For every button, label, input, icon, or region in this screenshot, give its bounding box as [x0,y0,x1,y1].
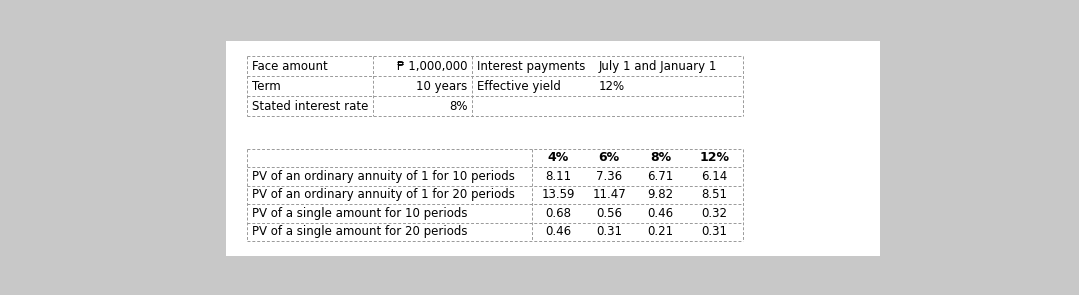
Text: 0.32: 0.32 [701,207,727,220]
Text: Face amount: Face amount [251,60,328,73]
Text: Term: Term [251,80,281,93]
Text: 8%: 8% [650,151,671,164]
Text: PV of an ordinary annuity of 1 for 10 periods: PV of an ordinary annuity of 1 for 10 pe… [251,170,515,183]
Text: 12%: 12% [599,80,625,93]
Text: 8%: 8% [449,100,467,113]
Text: 13.59: 13.59 [542,188,575,201]
Text: 4%: 4% [547,151,569,164]
Text: 9.82: 9.82 [647,188,673,201]
FancyBboxPatch shape [227,41,880,256]
Text: PV of a single amount for 20 periods: PV of a single amount for 20 periods [251,225,467,238]
Text: 12%: 12% [699,151,729,164]
Text: July 1 and January 1: July 1 and January 1 [599,60,718,73]
Text: 7.36: 7.36 [596,170,623,183]
Text: 0.68: 0.68 [545,207,571,220]
Text: ₱ 1,000,000: ₱ 1,000,000 [397,60,467,73]
Text: Effective yield: Effective yield [477,80,560,93]
Text: 0.56: 0.56 [597,207,623,220]
Text: 8.11: 8.11 [545,170,571,183]
Text: 11.47: 11.47 [592,188,626,201]
Text: PV of a single amount for 10 periods: PV of a single amount for 10 periods [251,207,467,220]
Text: 0.46: 0.46 [545,225,571,238]
Text: 6.71: 6.71 [647,170,673,183]
Text: 8.51: 8.51 [701,188,727,201]
Text: Stated interest rate: Stated interest rate [251,100,368,113]
Text: Interest payments: Interest payments [477,60,585,73]
Text: PV of an ordinary annuity of 1 for 20 periods: PV of an ordinary annuity of 1 for 20 pe… [251,188,515,201]
Text: 6%: 6% [599,151,619,164]
Text: 0.31: 0.31 [597,225,623,238]
Text: 10 years: 10 years [416,80,467,93]
Text: 0.46: 0.46 [647,207,673,220]
Text: 0.21: 0.21 [647,225,673,238]
Text: 0.31: 0.31 [701,225,727,238]
Text: 6.14: 6.14 [701,170,727,183]
